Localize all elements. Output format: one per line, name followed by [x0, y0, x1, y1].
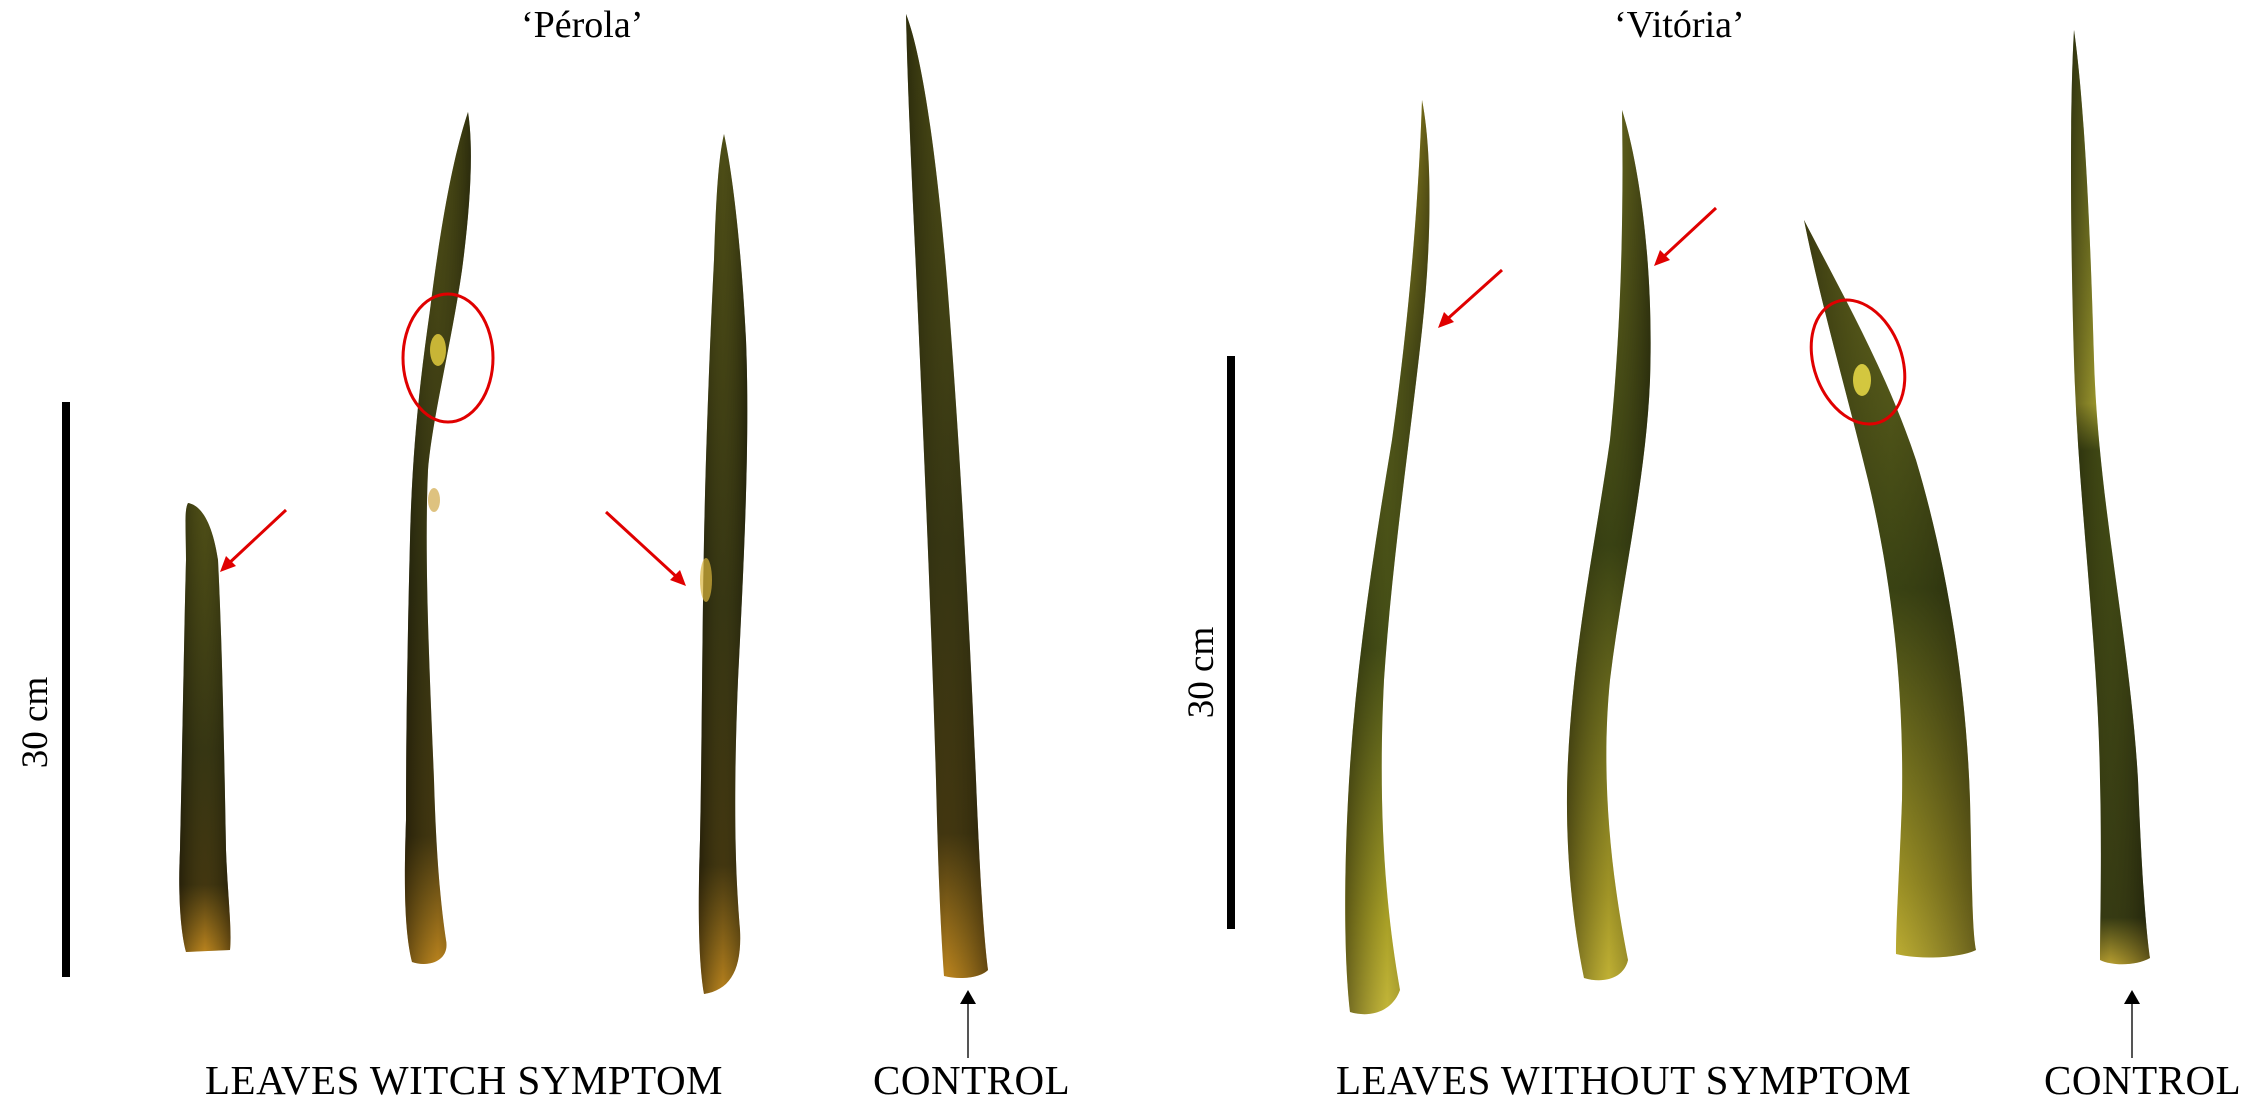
scale-bar-perola	[62, 402, 70, 977]
scale-label-perola: 30 cm	[15, 676, 57, 769]
panel-title-perola: ‘Pérola’	[521, 4, 644, 46]
arrow-symptom-vitoria-1	[1442, 268, 1504, 324]
group-caption-perola: LEAVES WITCH SYMPTOM	[205, 1057, 724, 1103]
scale-bar-vitoria	[1227, 356, 1235, 929]
scale-label-vitoria: 30 cm	[1181, 626, 1223, 719]
circle-symptom-perola-2	[401, 292, 495, 424]
control-caption-perola: CONTROL	[873, 1057, 1071, 1103]
arrow-symptom-perola-1	[224, 508, 288, 568]
arrow-symptom-perola-3	[604, 510, 682, 582]
circle-symptom-vitoria-3	[1809, 298, 1907, 426]
group-caption-vitoria: LEAVES WITHOUT SYMPTOM	[1336, 1057, 1912, 1103]
arrow-symptom-vitoria-2	[1658, 206, 1718, 262]
panel-title-vitoria: ‘Vitória’	[1614, 4, 1745, 46]
control-caption-vitoria: CONTROL	[2044, 1057, 2242, 1103]
